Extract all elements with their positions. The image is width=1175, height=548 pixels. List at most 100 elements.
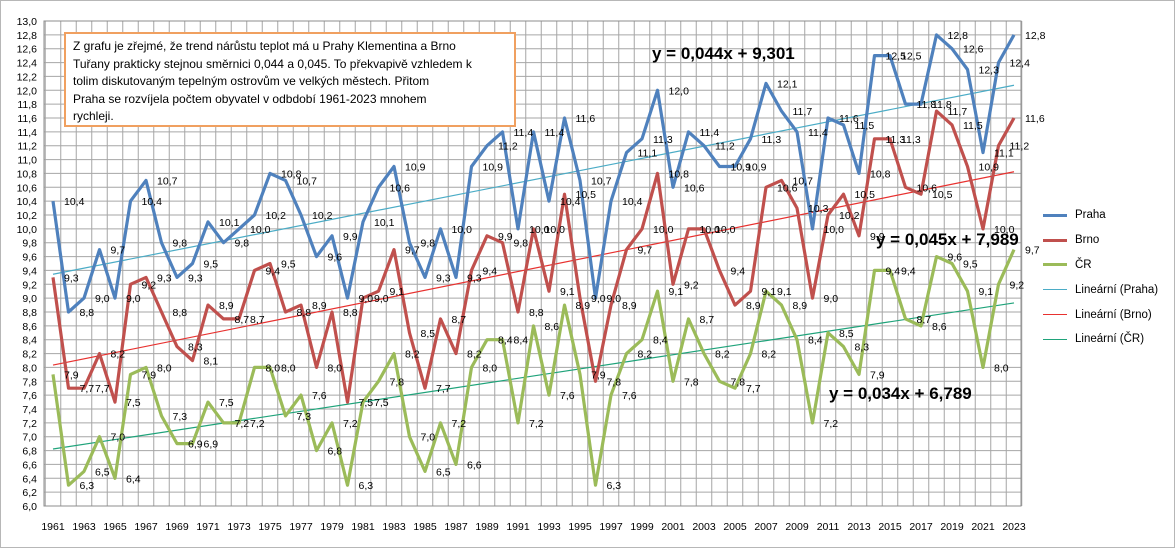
x-tick-label: 2015 (878, 521, 902, 533)
data-label: 9,8 (235, 238, 250, 250)
data-label: 7,9 (870, 369, 885, 381)
data-label: 10,8 (870, 168, 891, 180)
y-tick-label: 11,8 (17, 99, 37, 111)
data-label: 8,9 (219, 300, 234, 312)
data-label: 12,0 (669, 85, 690, 97)
data-label: 9,1 (777, 286, 792, 298)
data-label: 6,3 (359, 480, 374, 492)
y-tick-label: 7,0 (22, 432, 37, 444)
data-label: 10,0 (994, 224, 1015, 236)
plot-area (43, 20, 1022, 507)
legend-item-cr: ČR (1043, 253, 1168, 278)
data-label: 8,0 (157, 362, 172, 374)
data-label: 9,6 (948, 252, 963, 264)
data-label: 7,8 (390, 376, 405, 388)
y-tick-label: 9,2 (22, 279, 37, 291)
data-label: 11,3 (901, 134, 921, 146)
legend-item-brno: Brno (1043, 228, 1168, 253)
data-label: 7,8 (607, 376, 622, 388)
y-tick-label: 9,0 (22, 293, 37, 305)
x-tick-label: 1991 (506, 521, 530, 533)
data-label: 8,0 (483, 362, 498, 374)
data-label: 10,0 (529, 224, 550, 236)
data-label: 10,0 (824, 224, 845, 236)
x-tick-label: 1963 (72, 521, 96, 533)
data-label: 7,3 (297, 411, 312, 423)
data-label: 10,6 (777, 182, 798, 194)
data-label: 6,4 (126, 473, 141, 485)
data-label: 10,0 (653, 224, 674, 236)
data-label: 9,9 (498, 231, 513, 243)
y-tick-label: 9,4 (22, 265, 37, 277)
legend-label-trend-cr: Lineární (ČR) (1075, 333, 1145, 346)
data-label: 10,5 (855, 189, 876, 201)
y-tick-label: 12,0 (17, 85, 38, 97)
data-label: 9,0 (607, 293, 622, 305)
data-label: 9,4 (886, 265, 901, 277)
data-label: 8,8 (173, 307, 188, 319)
x-tick-label: 1969 (165, 521, 189, 533)
data-label: 6,3 (80, 480, 95, 492)
data-label: 8,8 (80, 307, 95, 319)
data-label: 7,0 (111, 432, 126, 444)
x-tick-label: 1965 (103, 521, 127, 533)
data-label: 8,7 (235, 314, 250, 326)
data-label: 8,4 (808, 335, 823, 347)
annotation-note: Z grafu je zřejmé, že trend nárůstu tepl… (64, 32, 516, 127)
y-tick-label: 10,0 (17, 224, 38, 236)
data-label: 10,7 (591, 175, 612, 187)
data-label: 10,5 (576, 189, 597, 201)
data-label: 10,2 (312, 210, 333, 222)
x-tick-label: 2021 (971, 521, 995, 533)
y-tick-label: 7,2 (22, 418, 37, 430)
data-label: 7,0 (421, 432, 436, 444)
data-label: 9,4 (266, 265, 281, 277)
y-tick-label: 13,0 (17, 16, 38, 28)
data-label: 7,2 (824, 418, 839, 430)
data-label: 8,9 (793, 300, 808, 312)
legend-swatch-brno (1043, 238, 1067, 242)
data-label: 10,1 (219, 217, 240, 229)
x-tick-label: 1983 (382, 521, 406, 533)
y-tick-label: 6,0 (22, 501, 37, 513)
data-label: 8,0 (281, 362, 296, 374)
data-label: 9,3 (188, 272, 203, 284)
data-label: 10,0 (545, 224, 566, 236)
y-tick-label: 12,4 (17, 58, 38, 70)
data-label: 9,7 (405, 245, 420, 257)
data-label: 9,5 (204, 259, 219, 271)
x-tick-label: 1975 (258, 521, 282, 533)
data-label: 9,2 (142, 279, 157, 291)
data-label: 7,2 (235, 418, 250, 430)
data-label: 9,9 (343, 231, 358, 243)
data-label: 11,4 (808, 127, 828, 139)
data-label: 12,5 (901, 51, 922, 63)
data-label: 9,4 (483, 265, 498, 277)
data-label: 11,2 (1010, 141, 1030, 153)
y-tick-label: 7,6 (22, 390, 37, 402)
y-tick-label: 9,8 (22, 238, 37, 250)
data-label: 7,6 (622, 390, 637, 402)
y-tick-label: 12,6 (17, 44, 38, 56)
data-label: 7,5 (126, 397, 141, 409)
data-label: 8,9 (622, 300, 637, 312)
data-label: 9,3 (157, 272, 172, 284)
data-label: 9,8 (421, 238, 436, 250)
x-tick-label: 2007 (754, 521, 778, 533)
data-label: 9,6 (328, 252, 343, 264)
data-label: 8,4 (498, 335, 513, 347)
data-label: 7,6 (312, 390, 327, 402)
data-label: 9,5 (963, 259, 978, 271)
y-tick-label: 7,8 (22, 376, 37, 388)
legend-label-cr: ČR (1075, 258, 1092, 271)
data-label: 6,5 (436, 466, 451, 478)
data-label: 8,0 (994, 362, 1009, 374)
legend-swatch-cr (1043, 263, 1067, 267)
data-label: 7,6 (560, 390, 575, 402)
data-label: 9,4 (901, 265, 916, 277)
data-label: 9,3 (436, 272, 451, 284)
y-tick-label: 7,4 (22, 404, 37, 416)
data-label: 7,2 (250, 418, 265, 430)
